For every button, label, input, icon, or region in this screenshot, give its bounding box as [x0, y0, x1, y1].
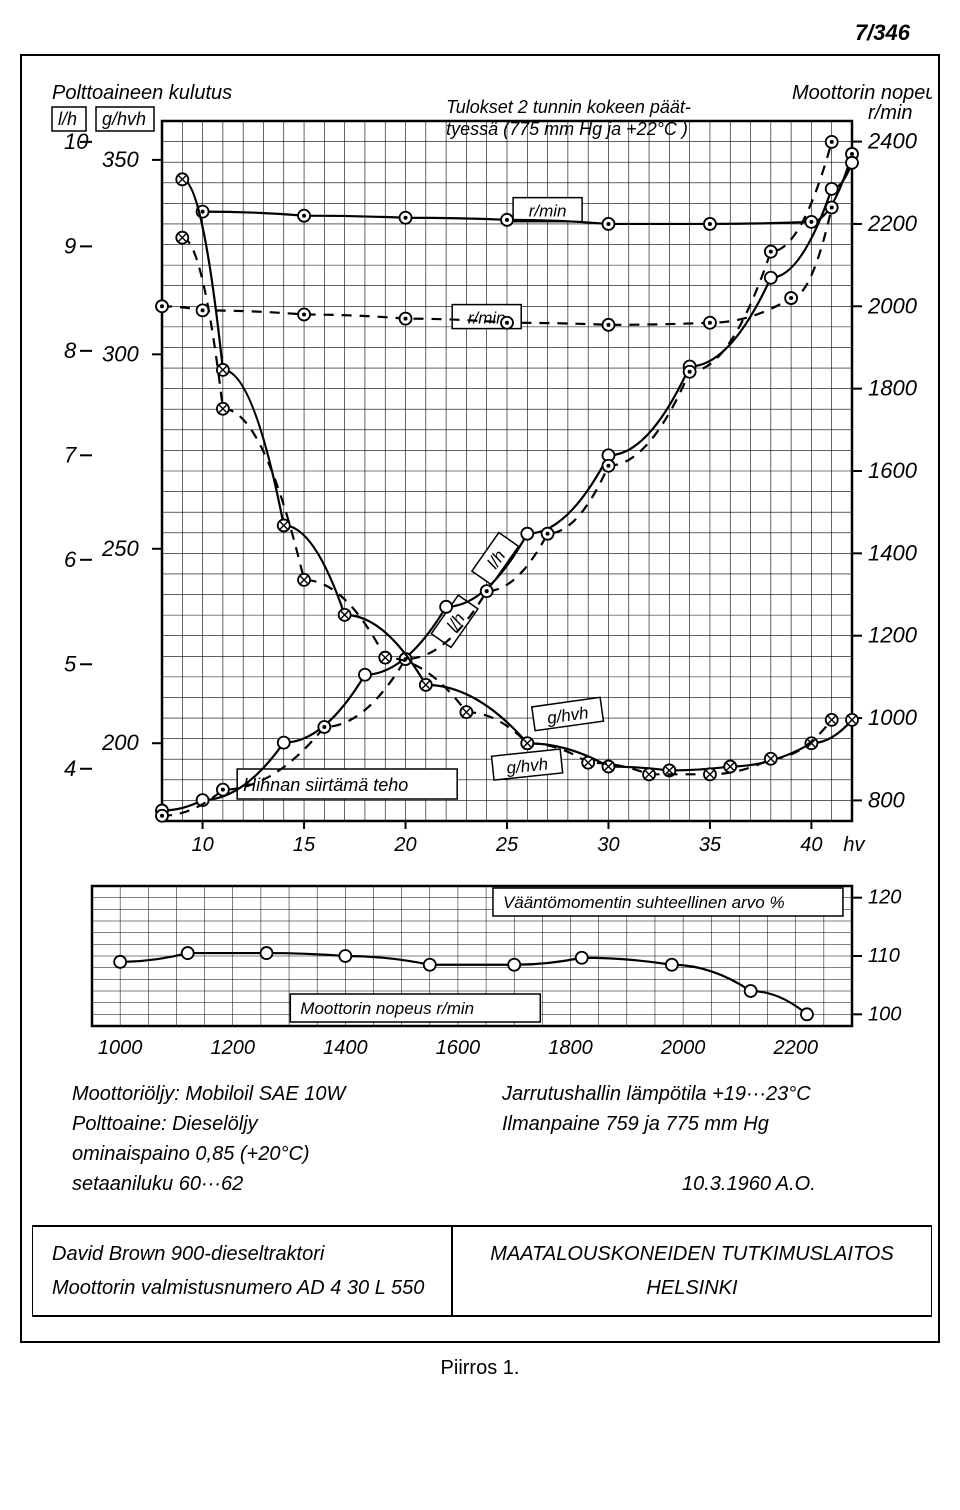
- svg-text:1000: 1000: [98, 1037, 143, 1059]
- svg-text:David Brown 900-dieseltraktori: David Brown 900-dieseltraktori: [52, 1243, 325, 1265]
- svg-text:35: 35: [699, 834, 722, 856]
- svg-text:6: 6: [64, 547, 77, 572]
- svg-text:Ilmanpaine 759 ja 775 mm Hg: Ilmanpaine 759 ja 775 mm Hg: [502, 1113, 769, 1135]
- svg-text:2200: 2200: [867, 211, 918, 236]
- svg-text:1800: 1800: [548, 1037, 593, 1059]
- svg-text:110: 110: [868, 945, 900, 967]
- svg-text:200: 200: [101, 730, 139, 755]
- svg-text:1600: 1600: [868, 458, 918, 483]
- svg-text:15: 15: [293, 834, 316, 856]
- svg-text:100: 100: [868, 1003, 901, 1025]
- svg-text:8: 8: [64, 338, 77, 363]
- svg-text:10: 10: [191, 834, 213, 856]
- svg-text:10.3.1960 A.O.: 10.3.1960 A.O.: [682, 1173, 816, 1195]
- svg-text:tyessä (775 mm Hg ja +22°C ): tyessä (775 mm Hg ja +22°C ): [446, 119, 688, 139]
- svg-text:HELSINKI: HELSINKI: [646, 1277, 738, 1299]
- svg-text:setaaniluku 60···62: setaaniluku 60···62: [72, 1173, 243, 1195]
- svg-text:r/min: r/min: [868, 102, 912, 124]
- svg-text:2000: 2000: [867, 293, 918, 318]
- svg-text:7: 7: [64, 442, 77, 467]
- svg-text:1000: 1000: [868, 705, 918, 730]
- svg-text:Vääntömomentin suhteellinen ar: Vääntömomentin suhteellinen arvo %: [503, 893, 785, 912]
- svg-text:r/min: r/min: [468, 309, 506, 328]
- svg-text:ominaispaino 0,85 (+20°C): ominaispaino 0,85 (+20°C): [72, 1143, 310, 1165]
- svg-text:Jarrutushallin lämpötila +19··: Jarrutushallin lämpötila +19···23°C: [501, 1083, 811, 1105]
- chart-frame: 10152025303540hv456789102002503003508001…: [20, 54, 940, 1343]
- svg-text:1200: 1200: [868, 623, 918, 648]
- svg-text:g/hvh: g/hvh: [102, 109, 146, 129]
- svg-text:20: 20: [393, 834, 416, 856]
- svg-text:4: 4: [64, 756, 76, 781]
- svg-text:1200: 1200: [210, 1037, 255, 1059]
- svg-text:800: 800: [868, 787, 905, 812]
- page-number: 7/346: [20, 20, 940, 46]
- svg-text:9: 9: [64, 233, 76, 258]
- svg-text:120: 120: [868, 887, 901, 909]
- svg-text:Moottorin nopeus r/min: Moottorin nopeus r/min: [300, 999, 474, 1018]
- svg-text:300: 300: [102, 341, 139, 366]
- svg-text:2200: 2200: [772, 1037, 818, 1059]
- svg-text:l/h: l/h: [58, 109, 77, 129]
- svg-text:2400: 2400: [867, 129, 918, 154]
- svg-text:Polttoaineen kulutus: Polttoaineen kulutus: [52, 82, 232, 104]
- svg-text:Polttoaine: Dieselöljy: Polttoaine: Dieselöljy: [72, 1113, 259, 1135]
- svg-text:30: 30: [597, 834, 619, 856]
- svg-text:40: 40: [800, 834, 822, 856]
- svg-text:1400: 1400: [323, 1037, 368, 1059]
- svg-text:r/min: r/min: [529, 202, 567, 221]
- svg-text:Moottoriöljy: Mobiloil SAE 10W: Moottoriöljy: Mobiloil SAE 10W: [72, 1083, 348, 1105]
- svg-text:Moottorin nopeus: Moottorin nopeus: [792, 82, 932, 104]
- svg-text:350: 350: [102, 147, 139, 172]
- svg-text:1800: 1800: [868, 376, 918, 401]
- svg-text:Moottorin valmistusnumero AD 4: Moottorin valmistusnumero AD 4 30 L 550: [52, 1277, 424, 1299]
- svg-text:MAATALOUSKONEIDEN TUTKIMUSLAIT: MAATALOUSKONEIDEN TUTKIMUSLAITOS: [490, 1243, 894, 1265]
- figure-caption: Piirros 1.: [20, 1357, 940, 1380]
- svg-text:1600: 1600: [436, 1037, 481, 1059]
- svg-text:hv: hv: [843, 834, 865, 856]
- svg-text:2000: 2000: [660, 1037, 706, 1059]
- chart-svg: 10152025303540hv456789102002503003508001…: [32, 66, 932, 1326]
- svg-text:25: 25: [495, 834, 519, 856]
- svg-text:Tulokset 2 tunnin kokeen päät-: Tulokset 2 tunnin kokeen päät-: [446, 97, 691, 117]
- svg-text:1400: 1400: [868, 540, 918, 565]
- svg-text:5: 5: [64, 651, 77, 676]
- svg-text:250: 250: [101, 536, 139, 561]
